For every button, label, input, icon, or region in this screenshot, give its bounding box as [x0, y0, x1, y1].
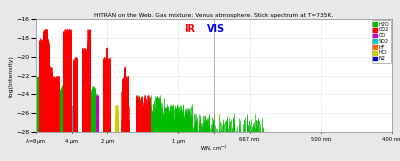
Text: 2 $\mu$m: 2 $\mu$m — [100, 137, 115, 146]
Text: IR: IR — [184, 24, 196, 34]
Text: VIS: VIS — [207, 24, 225, 34]
Title: HITRAN on the Web. Gas mixture: Venus atmosphere. Stick spectrum at T=735K.: HITRAN on the Web. Gas mixture: Venus at… — [94, 13, 334, 18]
Text: 500 nm: 500 nm — [311, 137, 331, 142]
Text: 1 $\mu$m: 1 $\mu$m — [171, 137, 186, 146]
Text: 4 $\mu$m: 4 $\mu$m — [64, 137, 79, 146]
Legend: H2O, CO2, CO, SO2, HF, HCl, N2: H2O, CO2, CO, SO2, HF, HCl, N2 — [372, 20, 391, 63]
Text: 400 nm: 400 nm — [382, 137, 400, 142]
Y-axis label: log(Intensity): log(Intensity) — [9, 55, 14, 97]
Text: $\lambda$=8$\mu$m: $\lambda$=8$\mu$m — [26, 137, 46, 146]
Text: WN, cm$^{-1}$: WN, cm$^{-1}$ — [200, 143, 228, 152]
Text: 667 nm: 667 nm — [240, 137, 260, 142]
